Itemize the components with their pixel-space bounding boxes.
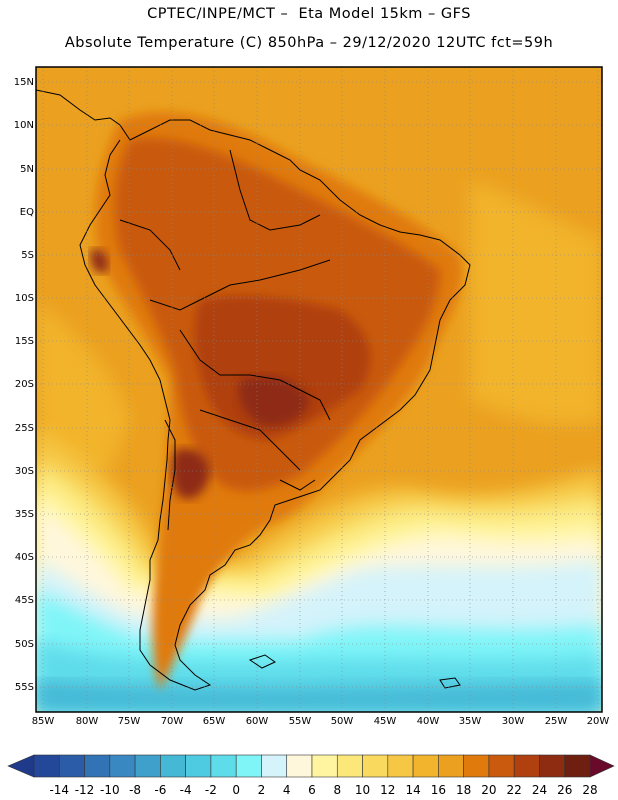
lat-label: 15N — [13, 77, 34, 88]
colorbar-label: -8 — [129, 783, 142, 797]
lat-label: 10N — [13, 120, 34, 131]
lon-label: 35W — [458, 716, 482, 727]
colorbar-label: 10 — [354, 783, 371, 797]
colorbar-label: 12 — [380, 783, 396, 797]
colorbar-label: 8 — [333, 783, 342, 797]
lat-label: 40S — [14, 552, 34, 563]
lat-label: 10S — [14, 293, 34, 304]
colorbar-cell — [387, 754, 414, 778]
lat-label: 25S — [14, 423, 34, 434]
colorbar-cell — [185, 754, 212, 778]
colorbar-cell — [564, 754, 591, 778]
lon-label: 80W — [75, 716, 99, 727]
lat-label: 35S — [14, 509, 34, 520]
colorbar-label: -2 — [204, 783, 217, 797]
colorbar-cell — [463, 754, 490, 778]
colorbar-label: 0 — [232, 783, 240, 797]
colorbar-cell — [336, 754, 363, 778]
lat-label: 15S — [14, 336, 34, 347]
colorbar-cell — [412, 754, 439, 778]
lon-label: 85W — [31, 716, 55, 727]
lon-label: 55W — [288, 716, 312, 727]
colorbar-cell — [84, 754, 111, 778]
colorbar-cell — [286, 754, 313, 778]
lat-label: 50S — [14, 639, 34, 650]
lon-label: 25W — [544, 716, 568, 727]
colorbar-label: -6 — [154, 783, 167, 797]
colorbar-cell — [134, 754, 161, 778]
colorbar-label: 20 — [481, 783, 497, 797]
colorbar-cell — [438, 754, 464, 778]
lat-label: 55S — [14, 682, 34, 693]
lat-label: 5N — [20, 164, 34, 175]
lon-label: 30W — [501, 716, 525, 727]
lon-label: 20W — [586, 716, 610, 727]
lon-label: 50W — [330, 716, 354, 727]
colorbar-cell — [235, 754, 262, 778]
lon-label: 45W — [373, 716, 397, 727]
colorbar-cell — [488, 754, 515, 778]
colorbar-cell — [160, 754, 186, 778]
colorbar-label: 22 — [506, 783, 522, 797]
colorbar-cell — [33, 754, 60, 778]
lon-label: 70W — [160, 716, 184, 727]
lat-label: 20S — [14, 379, 34, 390]
lon-label: 60W — [245, 716, 269, 727]
lat-label: 45S — [14, 595, 34, 606]
lat-label: 5S — [21, 250, 34, 261]
title-line-2: Absolute Temperature (C) 850hPa – 29/12/… — [64, 35, 554, 51]
temperature-field — [36, 67, 602, 712]
colorbar-label: 14 — [405, 783, 421, 797]
map-frame — [35, 66, 603, 713]
colorbar-label: 26 — [557, 783, 573, 797]
colorbar-label: 28 — [582, 783, 598, 797]
colorbar-cell — [362, 754, 389, 778]
lon-label: 65W — [202, 716, 226, 727]
colorbar-cell — [513, 754, 540, 778]
colorbar-label: -10 — [100, 783, 120, 797]
coastlines — [36, 89, 471, 691]
colorbar-min-arrow — [7, 754, 35, 778]
colorbar-label: 24 — [531, 783, 548, 797]
colorbar-label: -14 — [49, 783, 70, 797]
colorbar-cell — [311, 754, 338, 778]
colorbar-label: 16 — [430, 783, 446, 797]
lon-label: 75W — [117, 716, 141, 727]
colorbar-cell — [210, 754, 237, 778]
lat-label: 30S — [14, 466, 34, 477]
lon-label: 40W — [416, 716, 440, 727]
colorbar-cell — [261, 754, 288, 778]
colorbar-cell — [58, 754, 85, 778]
colorbar-label: 18 — [455, 783, 472, 797]
colorbar-label: 2 — [257, 783, 266, 797]
colorbar-cell — [539, 754, 566, 778]
colorbar-label: -4 — [179, 783, 192, 797]
title-line-1: CPTEC/INPE/MCT – Eta Model 15km – GFS — [147, 6, 471, 22]
colorbar-label: 6 — [308, 783, 316, 797]
colorbar-label: -12 — [74, 783, 95, 797]
colorbar-label: 4 — [282, 783, 291, 797]
lat-label: EQ — [19, 207, 34, 218]
colorbar-cell — [109, 754, 136, 778]
colorbar-max-arrow — [589, 754, 615, 778]
